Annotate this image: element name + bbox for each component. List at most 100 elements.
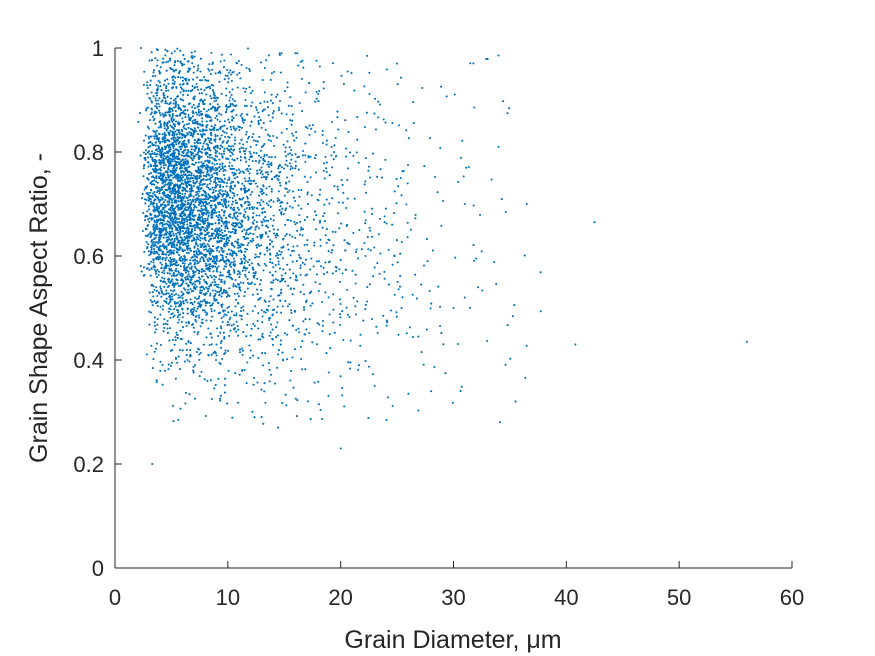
data-point	[233, 159, 236, 162]
data-point	[185, 134, 188, 137]
data-point	[189, 180, 192, 183]
data-point	[154, 209, 157, 212]
data-point	[240, 188, 243, 191]
data-point	[159, 343, 162, 347]
data-point	[243, 208, 246, 211]
data-point	[174, 130, 177, 133]
data-point	[310, 127, 313, 130]
data-point	[309, 176, 312, 179]
data-point	[511, 315, 514, 318]
data-point	[315, 260, 318, 263]
data-point	[180, 272, 183, 275]
data-point	[185, 123, 189, 126]
data-point	[175, 166, 178, 169]
data-point	[178, 131, 181, 134]
data-point	[288, 146, 291, 149]
data-point	[199, 325, 202, 328]
data-point	[205, 143, 208, 146]
data-point	[171, 132, 174, 135]
data-point	[154, 99, 157, 102]
data-point	[360, 248, 363, 251]
data-point	[338, 227, 341, 230]
data-point	[249, 349, 252, 352]
data-point	[254, 139, 257, 143]
data-point	[225, 157, 228, 160]
data-point	[142, 175, 145, 178]
data-point	[203, 76, 206, 79]
data-point	[504, 363, 507, 366]
data-point	[304, 333, 307, 336]
data-point	[170, 174, 173, 177]
data-point	[279, 170, 282, 174]
data-point	[192, 97, 195, 100]
data-point	[208, 196, 211, 199]
data-point	[167, 236, 170, 239]
data-point	[213, 274, 216, 278]
data-point	[225, 234, 228, 237]
data-point	[336, 185, 339, 188]
data-point	[182, 243, 185, 246]
data-point	[184, 288, 187, 291]
data-point	[280, 279, 283, 282]
data-point	[271, 224, 274, 227]
data-point	[175, 267, 178, 270]
data-point	[234, 372, 237, 375]
data-point	[344, 268, 347, 272]
data-point	[221, 162, 224, 165]
data-point	[192, 369, 195, 372]
data-point	[199, 150, 202, 153]
data-point	[221, 274, 224, 277]
data-point	[209, 274, 212, 277]
data-point	[204, 264, 207, 267]
data-point	[485, 57, 488, 60]
data-point	[282, 143, 285, 146]
data-point	[200, 219, 203, 222]
data-point	[251, 89, 254, 92]
data-point	[233, 232, 236, 235]
data-point	[145, 109, 148, 112]
data-point	[232, 167, 236, 170]
data-point	[395, 311, 398, 314]
data-point	[248, 150, 251, 153]
data-point	[260, 61, 263, 64]
data-point	[212, 180, 216, 184]
data-point	[230, 79, 233, 82]
data-point	[199, 300, 202, 303]
data-point	[298, 101, 301, 105]
data-point	[161, 153, 165, 156]
data-point	[146, 215, 149, 218]
data-point	[213, 211, 216, 214]
data-point	[286, 202, 289, 205]
data-point	[290, 105, 293, 108]
data-point	[187, 229, 190, 233]
data-point	[243, 228, 246, 231]
data-point	[154, 221, 157, 224]
data-point	[172, 146, 175, 150]
data-point	[286, 164, 289, 167]
data-point	[240, 205, 243, 208]
data-point	[215, 249, 219, 252]
data-point	[322, 169, 325, 172]
data-point	[289, 119, 292, 122]
data-point	[224, 74, 227, 77]
data-point	[168, 267, 171, 270]
data-point	[290, 123, 293, 126]
data-point	[167, 243, 170, 246]
data-point	[268, 248, 271, 251]
data-point	[233, 209, 236, 212]
data-point	[178, 162, 181, 166]
data-point	[283, 194, 286, 197]
data-point	[287, 104, 290, 107]
data-point	[174, 168, 177, 171]
data-point	[201, 289, 204, 292]
data-point	[280, 52, 283, 55]
data-point	[165, 69, 168, 72]
data-point	[173, 237, 176, 240]
data-point	[158, 142, 162, 145]
data-point	[378, 103, 382, 106]
data-point	[164, 259, 167, 262]
data-point	[154, 57, 157, 60]
data-point	[193, 50, 196, 53]
data-point	[270, 373, 273, 376]
